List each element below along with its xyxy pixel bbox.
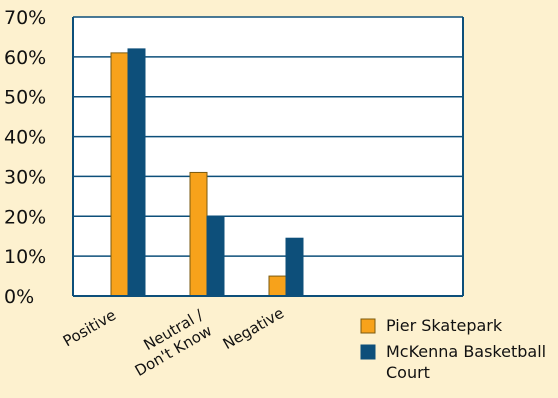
bar: [127, 48, 146, 297]
category-label-line: Negative: [220, 304, 287, 353]
axes: [72, 17, 464, 297]
legend-label-line: McKenna Basketball: [386, 342, 546, 361]
category-label: Negative: [220, 304, 287, 353]
y-tick-label: 50%: [4, 87, 46, 109]
legend-label-line: Pier Skatepark: [386, 316, 503, 335]
bar: [206, 215, 225, 297]
bar: [189, 171, 208, 297]
y-tick-label: 60%: [4, 47, 46, 69]
y-tick-label: 70%: [4, 7, 46, 29]
y-tick-label: 0%: [4, 286, 34, 308]
y-tick-label: 10%: [4, 246, 46, 268]
y-tick-label: 20%: [4, 206, 46, 228]
y-tick-labels: 0% 10% 20% 30% 40% 50% 60% 70%: [4, 7, 46, 308]
category-label: Neutral /Don't Know: [123, 305, 216, 380]
legend-swatch: [360, 318, 376, 334]
legend-label: Pier Skatepark: [386, 316, 503, 335]
legend-label-line: Court: [386, 363, 430, 382]
y-tick-label: 30%: [4, 166, 46, 188]
category-labels: Positive Neutral /Don't Know Negative: [60, 304, 287, 380]
bar: [285, 237, 304, 297]
bars: [110, 48, 304, 297]
y-tick-label: 40%: [4, 127, 46, 149]
legend-label: McKenna Basketball Court: [386, 342, 546, 382]
legend: Pier Skatepark McKenna Basketball Court: [360, 316, 546, 382]
category-label: Positive: [60, 306, 119, 351]
bar: [268, 275, 287, 297]
category-label-line: Positive: [60, 306, 119, 351]
bar: [110, 52, 129, 297]
legend-swatch: [360, 344, 376, 360]
